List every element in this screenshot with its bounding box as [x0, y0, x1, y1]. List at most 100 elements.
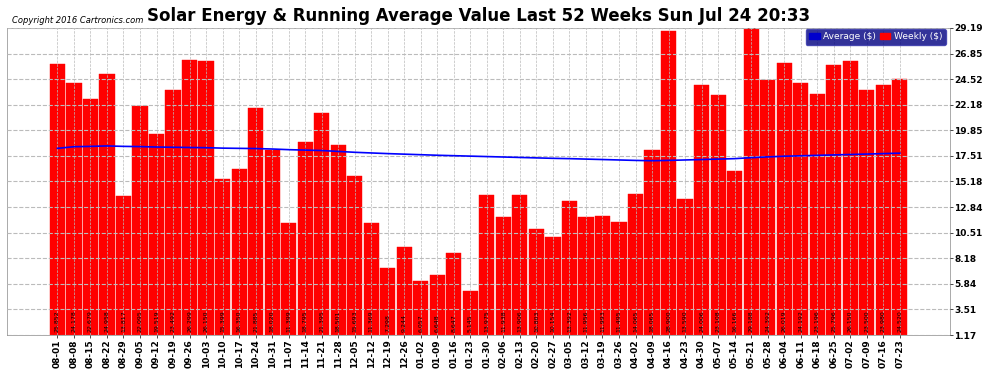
- Bar: [612, 222, 627, 348]
- Bar: [380, 268, 395, 348]
- Text: 13.906: 13.906: [518, 311, 523, 333]
- Bar: [876, 85, 891, 348]
- Bar: [677, 199, 693, 348]
- Bar: [578, 217, 594, 348]
- Text: 18.795: 18.795: [303, 311, 308, 333]
- Text: 5.145: 5.145: [468, 315, 473, 333]
- Text: 24.192: 24.192: [798, 310, 803, 333]
- Text: 24.006: 24.006: [699, 311, 704, 333]
- Text: 19.519: 19.519: [154, 311, 159, 333]
- Text: 23.500: 23.500: [864, 311, 869, 333]
- Text: 10.154: 10.154: [550, 311, 555, 333]
- Bar: [562, 201, 577, 348]
- Text: 23.196: 23.196: [815, 311, 820, 333]
- Text: 18.501: 18.501: [336, 311, 341, 333]
- Text: 26.019: 26.019: [782, 311, 787, 333]
- Bar: [232, 169, 247, 348]
- Text: 21.395: 21.395: [319, 311, 324, 333]
- Text: 25.796: 25.796: [832, 311, 837, 333]
- Text: 9.244: 9.244: [402, 315, 407, 333]
- Text: 24.178: 24.178: [71, 311, 76, 333]
- Bar: [826, 65, 842, 348]
- Text: 13.975: 13.975: [484, 311, 489, 333]
- Text: 24.958: 24.958: [105, 311, 110, 333]
- Bar: [661, 31, 676, 348]
- Text: 13.590: 13.590: [682, 311, 688, 333]
- Text: 10.803: 10.803: [534, 311, 539, 333]
- Bar: [810, 94, 825, 348]
- Text: 6.057: 6.057: [419, 315, 424, 333]
- Bar: [462, 291, 478, 348]
- Bar: [363, 223, 379, 348]
- Text: 11.993: 11.993: [600, 311, 605, 333]
- Text: 15.399: 15.399: [220, 311, 225, 333]
- Bar: [99, 74, 115, 348]
- Bar: [711, 94, 726, 348]
- Text: 18.065: 18.065: [649, 311, 654, 333]
- Text: 16.350: 16.350: [237, 311, 242, 333]
- Bar: [760, 81, 775, 348]
- Text: 25.852: 25.852: [54, 311, 60, 333]
- Bar: [66, 83, 81, 348]
- Bar: [842, 61, 857, 348]
- Bar: [694, 85, 709, 348]
- Bar: [281, 223, 296, 348]
- Bar: [347, 176, 362, 348]
- Text: 21.885: 21.885: [253, 311, 258, 333]
- Text: 23.980: 23.980: [881, 311, 886, 333]
- Text: 13.392: 13.392: [567, 310, 572, 333]
- Bar: [727, 171, 742, 348]
- Text: 28.900: 28.900: [666, 311, 671, 333]
- Text: 11.495: 11.495: [617, 311, 622, 333]
- Text: 11.938: 11.938: [501, 311, 506, 333]
- Text: 22.679: 22.679: [88, 310, 93, 333]
- Text: 26.150: 26.150: [847, 311, 852, 333]
- Bar: [314, 113, 330, 348]
- Bar: [83, 99, 98, 348]
- Bar: [446, 253, 461, 348]
- Bar: [644, 150, 659, 348]
- Bar: [50, 64, 65, 348]
- Bar: [148, 134, 164, 348]
- Text: 11.369: 11.369: [368, 311, 374, 333]
- Bar: [628, 194, 644, 348]
- Bar: [479, 195, 494, 348]
- Bar: [892, 79, 908, 348]
- Bar: [859, 90, 874, 348]
- Text: 8.647: 8.647: [451, 315, 456, 333]
- Text: 23.108: 23.108: [716, 311, 721, 333]
- Text: 26.299: 26.299: [187, 310, 192, 333]
- Bar: [743, 28, 758, 348]
- Bar: [545, 237, 560, 348]
- Text: 11.956: 11.956: [583, 311, 588, 333]
- Text: 29.188: 29.188: [748, 311, 753, 333]
- Bar: [331, 145, 346, 348]
- Bar: [430, 275, 445, 348]
- Text: 24.392: 24.392: [765, 310, 770, 333]
- Bar: [413, 282, 429, 348]
- Text: 22.095: 22.095: [138, 311, 143, 333]
- Text: Copyright 2016 Cartronics.com: Copyright 2016 Cartronics.com: [12, 16, 143, 25]
- Legend: Average ($), Weekly ($): Average ($), Weekly ($): [806, 29, 945, 45]
- Bar: [248, 108, 263, 348]
- Text: 7.298: 7.298: [385, 315, 390, 333]
- Text: 26.150: 26.150: [204, 311, 209, 333]
- Text: 18.020: 18.020: [269, 311, 274, 333]
- Bar: [512, 195, 528, 348]
- Bar: [198, 61, 214, 348]
- Bar: [496, 217, 511, 348]
- Text: 14.065: 14.065: [633, 311, 638, 333]
- Bar: [793, 82, 808, 348]
- Bar: [298, 142, 313, 348]
- Bar: [595, 216, 610, 348]
- Text: 11.399: 11.399: [286, 311, 291, 333]
- Text: 15.693: 15.693: [352, 311, 357, 333]
- Title: Solar Energy & Running Average Value Last 52 Weeks Sun Jul 24 20:33: Solar Energy & Running Average Value Las…: [148, 7, 810, 25]
- Text: 23.492: 23.492: [170, 310, 175, 333]
- Text: 24.520: 24.520: [897, 311, 902, 333]
- Bar: [165, 90, 180, 348]
- Bar: [776, 63, 792, 348]
- Bar: [264, 150, 280, 348]
- Bar: [397, 246, 412, 348]
- Bar: [116, 196, 131, 348]
